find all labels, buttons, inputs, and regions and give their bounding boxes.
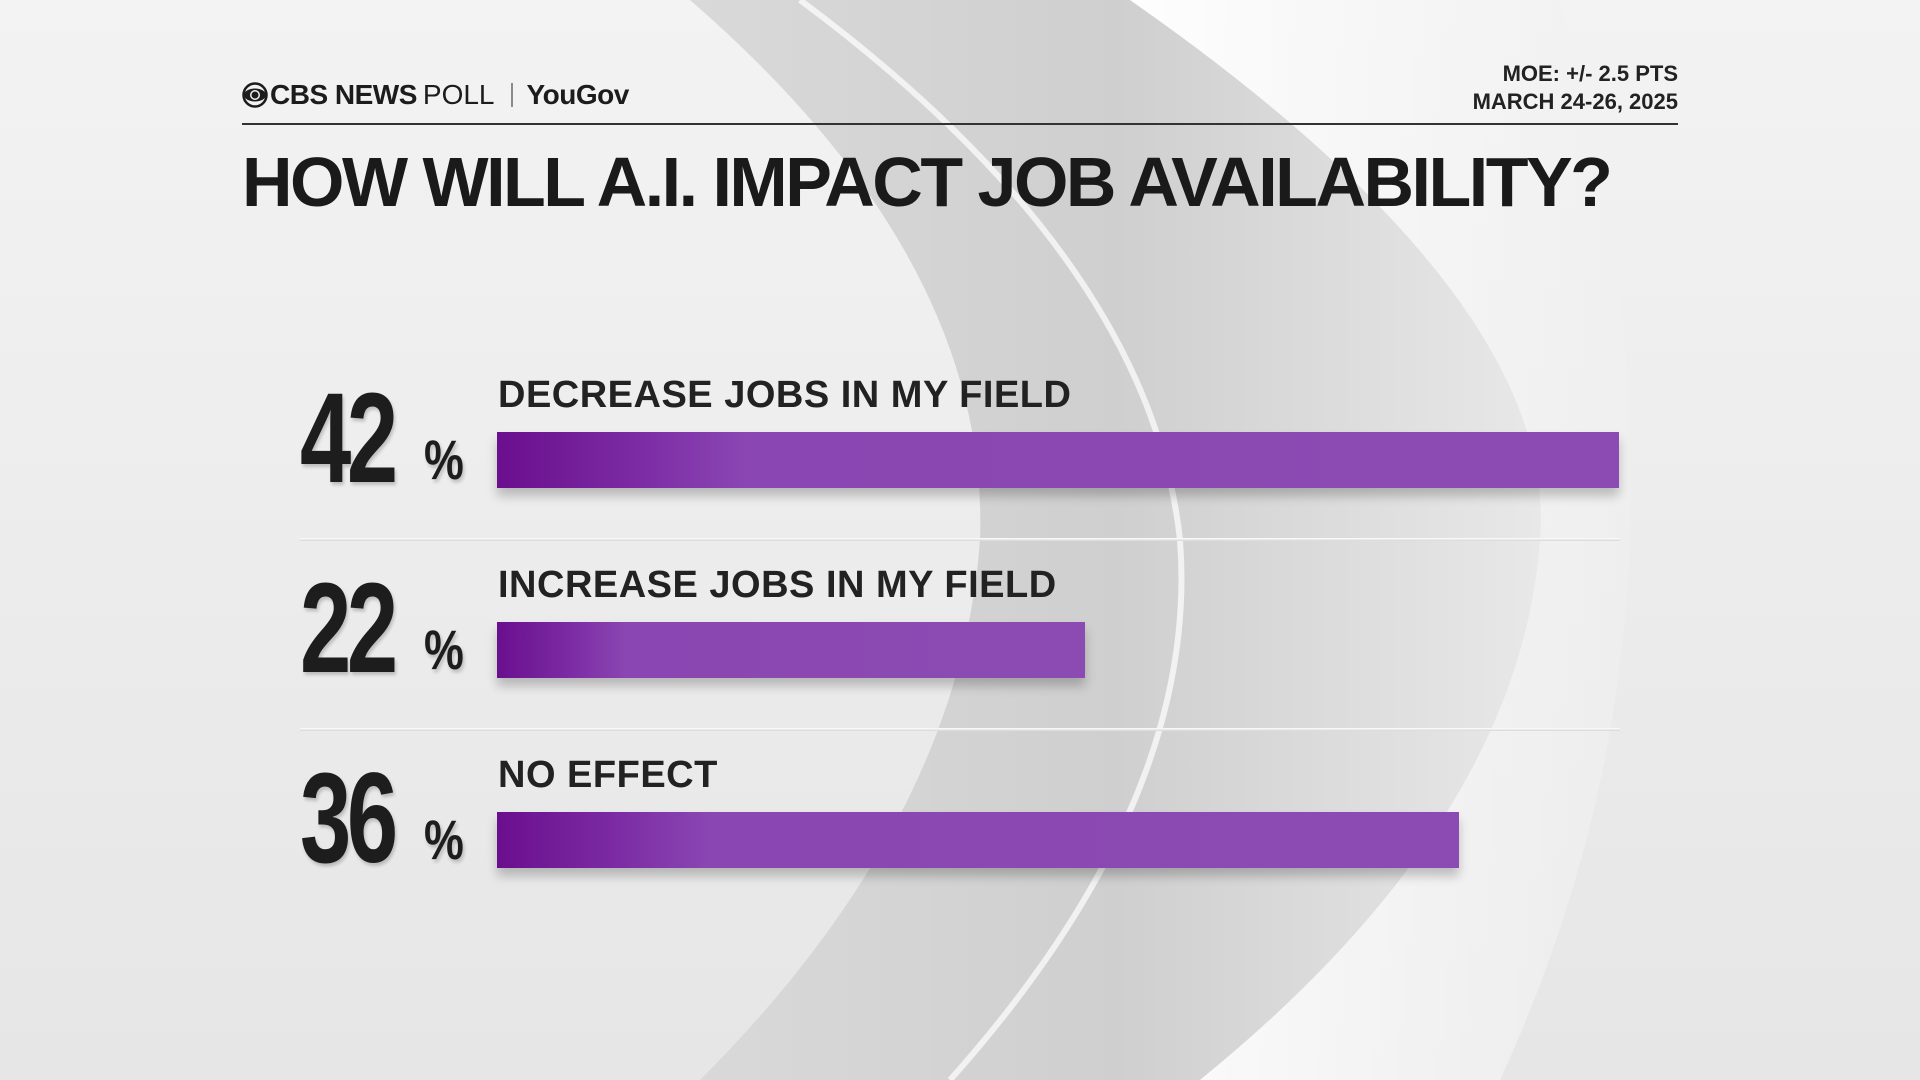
percent-sign: % bbox=[424, 428, 464, 491]
chart-row: 42% DECREASE JOBS IN MY FIELD bbox=[300, 360, 1620, 550]
category-label: INCREASE JOBS IN MY FIELD bbox=[498, 564, 1057, 606]
margin-of-error: MOE: +/- 2.5 PTS bbox=[1502, 61, 1678, 86]
logo-separator bbox=[510, 83, 513, 107]
bar bbox=[497, 622, 1085, 678]
bar bbox=[497, 432, 1619, 488]
logo-poll: POLL bbox=[422, 79, 495, 110]
chart-title: HOW WILL A.I. IMPACT JOB AVAILABILITY? bbox=[242, 143, 1613, 221]
data-label: 36 bbox=[300, 747, 398, 890]
logo-yougov: YouGov bbox=[526, 79, 630, 110]
chart-row: 36% NO EFFECT bbox=[300, 740, 1620, 930]
logo-cbs-news: CBS NEWS bbox=[270, 79, 417, 110]
header: CBS NEWS POLL YouGov MOE: +/- 2.5 PTS MA… bbox=[242, 60, 1678, 124]
poll-dates: MARCH 24-26, 2025 bbox=[1472, 89, 1678, 114]
percent-value: 22% bbox=[300, 564, 490, 704]
percent-sign: % bbox=[424, 808, 464, 871]
percent-value: 42% bbox=[300, 374, 490, 514]
chart-row: 22% INCREASE JOBS IN MY FIELD bbox=[300, 550, 1620, 740]
percent-value: 36% bbox=[300, 754, 490, 894]
bar-chart: 42% DECREASE JOBS IN MY FIELD 22% INCREASE … bbox=[300, 360, 1620, 900]
row-divider bbox=[300, 728, 1620, 731]
cbs-yougov-logo: CBS NEWS POLL YouGov bbox=[242, 79, 630, 110]
category-label: NO EFFECT bbox=[498, 754, 718, 796]
cbs-eye-icon bbox=[242, 82, 268, 108]
row-divider bbox=[300, 538, 1620, 541]
bar bbox=[497, 812, 1459, 868]
category-label: DECREASE JOBS IN MY FIELD bbox=[498, 374, 1072, 416]
data-label: 22 bbox=[300, 557, 398, 700]
percent-sign: % bbox=[424, 618, 464, 681]
data-label: 42 bbox=[300, 367, 398, 510]
header-rule bbox=[242, 123, 1678, 125]
poll-meta: MOE: +/- 2.5 PTS MARCH 24-26, 2025 bbox=[1473, 60, 1678, 116]
